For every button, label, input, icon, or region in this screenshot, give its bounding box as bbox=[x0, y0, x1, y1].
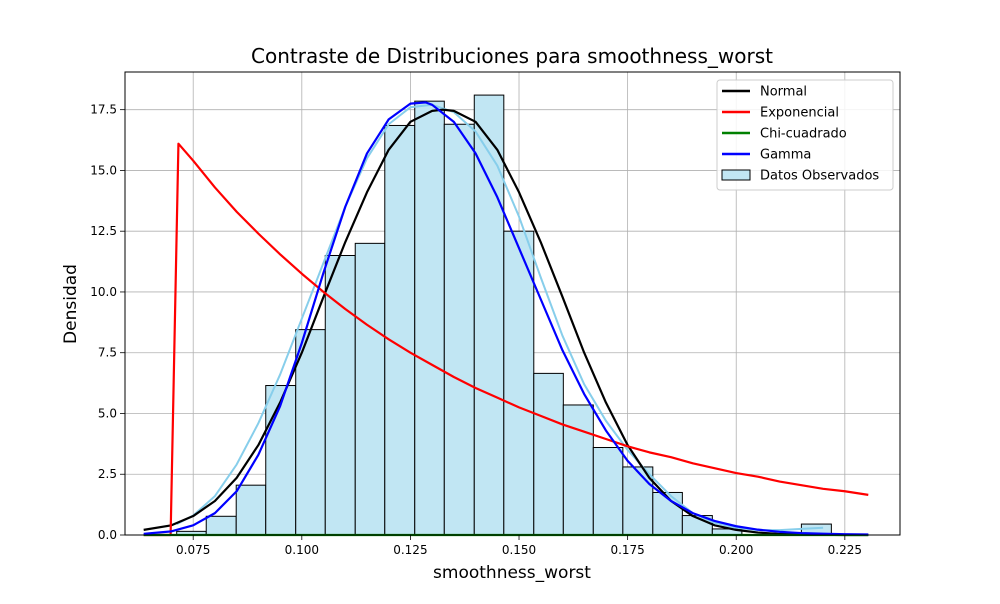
y-tick-label: 0.0 bbox=[98, 528, 117, 542]
x-tick-label: 0.150 bbox=[502, 543, 536, 557]
y-tick-label: 10.0 bbox=[90, 285, 117, 299]
histogram-bars bbox=[176, 94, 832, 536]
legend-swatch bbox=[721, 169, 751, 181]
x-axis-ticks: 0.075 0.100 0.125 0.150 0.175 0.200 0.225 bbox=[176, 535, 862, 557]
y-axis-ticks: 0.0 2.5 5.0 7.5 10.0 12.5 15.0 17.5 bbox=[90, 103, 125, 542]
x-tick-label: 0.225 bbox=[828, 543, 862, 557]
y-tick-label: 15.0 bbox=[90, 163, 117, 177]
histogram-bar bbox=[295, 329, 326, 536]
histogram-bar bbox=[384, 124, 416, 536]
series-line-exponencial bbox=[143, 142, 869, 537]
histogram-bar bbox=[354, 242, 386, 536]
y-tick-label: 17.5 bbox=[90, 103, 117, 117]
legend-label: Exponencial bbox=[760, 106, 839, 121]
x-tick-label: 0.100 bbox=[285, 543, 319, 557]
chart-title: Contraste de Distribuciones para smoothn… bbox=[251, 44, 773, 68]
histogram-bar bbox=[443, 123, 475, 536]
legend-frame bbox=[716, 79, 894, 191]
y-tick-label: 5.0 bbox=[98, 406, 117, 420]
plot-frame bbox=[124, 71, 901, 536]
series-line-gamma bbox=[143, 101, 869, 536]
legend-label: Datos Observados bbox=[760, 169, 879, 184]
x-tick-label: 0.175 bbox=[610, 543, 644, 557]
legend-label: Gamma bbox=[760, 148, 811, 163]
x-axis-label: smoothness_worst bbox=[433, 563, 591, 583]
y-axis-label: Densidad bbox=[61, 264, 81, 344]
x-tick-label: 0.075 bbox=[176, 543, 210, 557]
histogram-bar bbox=[533, 372, 564, 536]
histogram-bar bbox=[562, 404, 594, 536]
legend-label: Normal bbox=[760, 85, 807, 100]
y-tick-label: 7.5 bbox=[98, 346, 117, 360]
histogram-bar bbox=[235, 484, 267, 536]
legend-label: Chi-cuadrado bbox=[760, 127, 847, 142]
kde-line bbox=[176, 103, 824, 532]
x-tick-label: 0.125 bbox=[393, 543, 427, 557]
histogram-bar bbox=[592, 447, 624, 536]
histogram-bar bbox=[265, 385, 297, 536]
series-line-normal bbox=[143, 108, 869, 537]
x-tick-label: 0.200 bbox=[719, 543, 753, 557]
y-tick-label: 2.5 bbox=[98, 467, 117, 481]
legend: Normal Exponencial Chi-cuadrado Gamma Datos … bbox=[716, 79, 894, 191]
histogram-bar bbox=[414, 100, 445, 536]
histogram-bar bbox=[622, 466, 654, 536]
histogram-bar bbox=[503, 230, 535, 536]
histogram-bar bbox=[205, 515, 237, 536]
y-tick-label: 12.5 bbox=[90, 224, 117, 238]
